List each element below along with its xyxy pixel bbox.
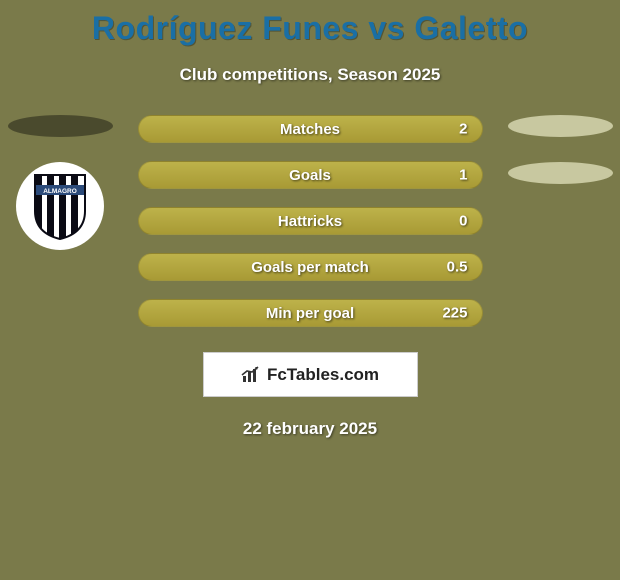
stat-bar-hattricks: Hattricks 0 [138, 207, 483, 235]
stat-value: 0 [459, 213, 467, 230]
player-right-ellipse-2 [508, 162, 613, 184]
stat-label: Goals [289, 167, 331, 184]
stat-bar-goals: Goals 1 [138, 161, 483, 189]
page-title: Rodríguez Funes vs Galetto [0, 0, 620, 47]
almagro-shield-icon: ALMAGRO [31, 171, 89, 241]
stat-bar-min-per-goal: Min per goal 225 [138, 299, 483, 327]
stat-bar-matches: Matches 2 [138, 115, 483, 143]
stat-value: 1 [459, 167, 467, 184]
svg-text:ALMAGRO: ALMAGRO [43, 188, 77, 195]
brand-text: FcTables.com [267, 365, 379, 385]
date-text: 22 february 2025 [0, 419, 620, 439]
comparison-infographic: Rodríguez Funes vs Galetto Club competit… [0, 0, 620, 580]
brand-box: FcTables.com [203, 352, 418, 397]
stat-label: Min per goal [266, 305, 354, 322]
stat-value: 225 [442, 305, 467, 322]
player-left-ellipse [8, 115, 113, 137]
stat-label: Goals per match [251, 259, 369, 276]
stat-label: Hattricks [278, 213, 342, 230]
stat-label: Matches [280, 121, 340, 138]
stat-bars: Matches 2 Goals 1 Hattricks 0 Goals per … [138, 115, 483, 327]
bar-chart-icon [241, 366, 263, 384]
content-area: ALMAGRO Matches 2 Goals 1 Hattricks [0, 115, 620, 439]
right-badge-column [500, 115, 620, 184]
stat-bar-goals-per-match: Goals per match 0.5 [138, 253, 483, 281]
player-right-ellipse-1 [508, 115, 613, 137]
stat-value: 0.5 [447, 259, 468, 276]
subtitle: Club competitions, Season 2025 [0, 65, 620, 85]
left-badge-column: ALMAGRO [0, 115, 120, 250]
club-badge-left: ALMAGRO [16, 162, 104, 250]
stat-value: 2 [459, 121, 467, 138]
